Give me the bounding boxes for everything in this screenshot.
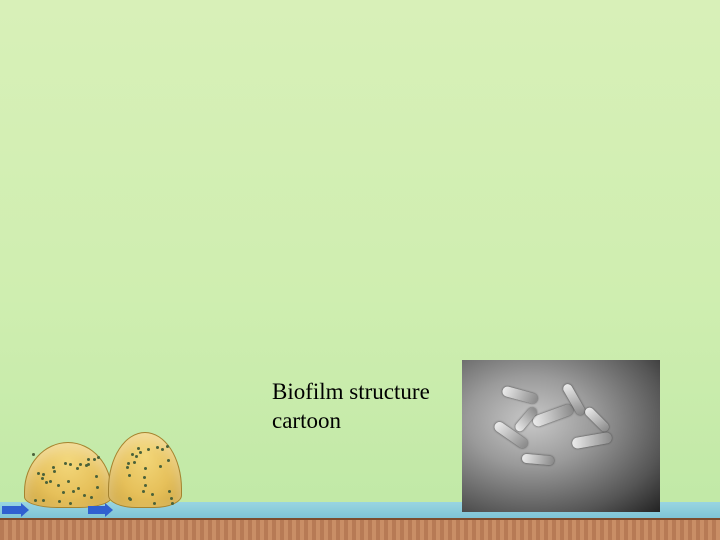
biofilm-cartoon [50,308,250,436]
microcolony-dot [153,502,156,505]
microcolony-dot [76,467,79,470]
slide: Struktury vně buněčné stěny ochrana před… [0,0,720,540]
microcolony-dot [137,447,140,450]
microcolony-dot [171,502,174,505]
microcolony-dot [142,490,145,493]
microcolony-dot [147,448,150,451]
microcolony-dot [58,500,61,503]
microcolony-dot [69,502,72,505]
microcolony-dot [135,455,138,458]
sem-biofilm-image [462,360,660,512]
microcolony-dot [62,491,65,494]
caption-line: Biofilm structure [272,379,430,404]
microcolony-dot [131,453,134,456]
microcolony-dot [87,458,90,461]
microcolony-dot [128,497,131,500]
microcolony-dot [87,463,90,466]
biofilm-caption: Biofilm structure cartoon [272,378,430,436]
microcolony-dot [42,473,45,476]
caption-line: cartoon [272,408,341,433]
flow-arrow [88,506,106,514]
microcolony-dot [159,465,162,468]
microcolony-dot [42,499,45,502]
microcolony-dot [126,466,129,469]
microcolony-dot [127,462,130,465]
microcolony-dot [95,475,98,478]
sem-background [462,360,660,512]
microcolony-dot [64,462,67,465]
cartoon-substrate [0,518,720,540]
flow-arrow [2,506,22,514]
microcolony-dot [53,470,56,473]
microcolony-dot [34,499,37,502]
microcolony-dot [143,476,146,479]
microcolony-dot [72,490,75,493]
